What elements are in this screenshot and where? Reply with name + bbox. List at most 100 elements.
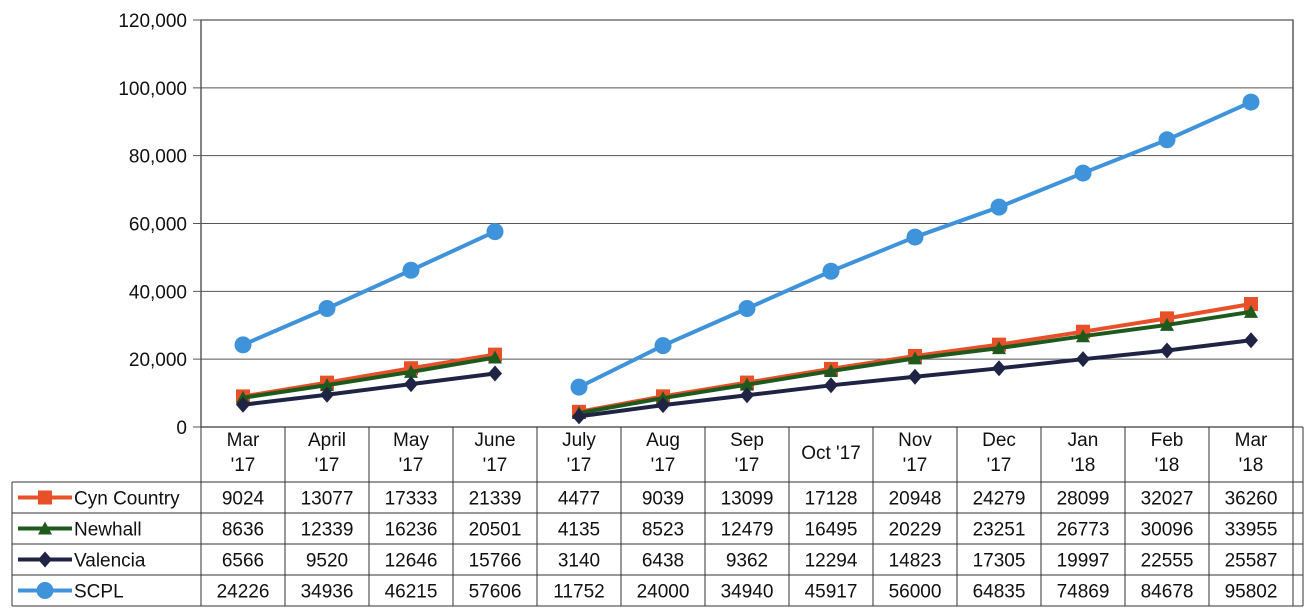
- x-category-label: April: [308, 430, 346, 451]
- table-cell-value: 8523: [642, 520, 684, 541]
- data-point-valencia: [320, 386, 334, 403]
- x-category-label: Aug: [646, 430, 680, 451]
- table-cell-value: 45917: [805, 582, 858, 603]
- data-point-valencia: [656, 397, 670, 414]
- data-point-scpl: [1074, 164, 1092, 182]
- x-category-label: Jan: [1068, 430, 1099, 451]
- data-point-scpl: [234, 336, 252, 354]
- table-cell-value: 30096: [1141, 520, 1194, 541]
- table-cell-value: 17305: [973, 551, 1026, 572]
- table-cell-value: 57606: [469, 582, 522, 603]
- data-point-valencia: [488, 365, 502, 382]
- data-point-newhall: [488, 350, 502, 364]
- x-category-label: July: [562, 430, 596, 451]
- table-cell-value: 32027: [1141, 489, 1194, 510]
- data-point-scpl: [822, 262, 840, 280]
- y-tick-label: 60,000: [129, 215, 187, 236]
- y-tick-label: 120,000: [118, 11, 187, 32]
- data-point-scpl: [318, 300, 336, 318]
- data-point-scpl: [1158, 131, 1176, 149]
- table-cell-value: 34936: [301, 582, 354, 603]
- x-category-label: Mar: [1235, 430, 1268, 451]
- data-point-valencia: [404, 376, 418, 393]
- table-cell-value: 26773: [1057, 520, 1110, 541]
- x-category-label-year: '17: [399, 455, 424, 476]
- data-point-scpl: [486, 223, 504, 241]
- table-cell-value: 9362: [726, 551, 768, 572]
- table-cell-value: 23251: [973, 520, 1026, 541]
- table-cell-value: 13099: [721, 489, 774, 510]
- data-point-valencia: [824, 377, 838, 394]
- legend-label-valencia: Valencia: [74, 551, 146, 572]
- table-cell-value: 17128: [805, 489, 858, 510]
- table-cell-value: 6566: [222, 551, 264, 572]
- x-category-label: Nov: [898, 430, 932, 451]
- x-category-label-year: '17: [735, 455, 760, 476]
- data-point-newhall: [404, 364, 418, 378]
- x-category-label-year: '17: [231, 455, 256, 476]
- legend-label-newhall: Newhall: [74, 520, 142, 541]
- table-cell-value: 24226: [217, 582, 270, 603]
- x-category-label-year: '17: [567, 455, 592, 476]
- legend-key-marker-scpl: [36, 582, 54, 599]
- table-cell-value: 21339: [469, 489, 522, 510]
- legend-key-marker-valencia: [38, 551, 52, 568]
- x-category-label-year: '17: [483, 455, 508, 476]
- x-category-label: Sep: [730, 430, 764, 451]
- table-cell-value: 24000: [637, 582, 690, 603]
- legend-key-marker-newhall: [38, 521, 52, 535]
- table-cell-value: 16236: [385, 520, 438, 541]
- table-cell-value: 15766: [469, 551, 522, 572]
- table-cell-value: 13077: [301, 489, 354, 510]
- x-category-label: Feb: [1151, 430, 1184, 451]
- data-point-newhall: [1244, 304, 1258, 318]
- table-cell-value: 20501: [469, 520, 522, 541]
- table-cell-value: 9039: [642, 489, 684, 510]
- data-point-valencia: [1244, 332, 1258, 349]
- x-category-label: June: [474, 430, 515, 451]
- x-category-label: Oct '17: [801, 443, 861, 464]
- data-point-scpl: [738, 299, 756, 317]
- table-cell-value: 95802: [1225, 582, 1278, 603]
- table-cell-value: 20229: [889, 520, 942, 541]
- data-point-newhall: [992, 341, 1006, 355]
- table-cell-value: 4477: [558, 489, 600, 510]
- data-point-valencia: [740, 387, 754, 404]
- data-point-valencia: [992, 360, 1006, 377]
- table-cell-value: 36260: [1225, 489, 1278, 510]
- table-cell-value: 46215: [385, 582, 438, 603]
- series-line-valencia: [242, 371, 496, 407]
- x-category-label-year: '17: [315, 455, 340, 476]
- data-point-cyn-country: [1244, 297, 1258, 312]
- table-cell-value: 3140: [558, 551, 600, 572]
- series-line-scpl: [242, 229, 496, 347]
- data-point-newhall: [1076, 329, 1090, 343]
- data-point-newhall: [908, 351, 922, 365]
- data-point-newhall: [740, 377, 754, 391]
- data-point-valencia: [908, 368, 922, 385]
- gridlines: [193, 19, 1294, 428]
- data-point-scpl: [570, 378, 588, 396]
- table-cell-value: 9024: [222, 489, 265, 510]
- table-cell-value: 25587: [1225, 551, 1278, 572]
- data-point-scpl: [402, 261, 420, 279]
- series-line-newhall: [242, 355, 496, 400]
- table-cell-value: 11752: [553, 582, 604, 603]
- table-cell-value: 74869: [1057, 582, 1110, 603]
- data-point-newhall: [320, 378, 334, 392]
- data-point-newhall: [1160, 317, 1174, 331]
- table-cell-value: 12294: [805, 551, 858, 572]
- table-cell-value: 4135: [558, 520, 600, 541]
- series-lines: [234, 93, 1260, 425]
- table-cell-value: 12479: [721, 520, 774, 541]
- x-category-label: May: [393, 430, 429, 451]
- y-tick-label: 0: [176, 418, 187, 439]
- table-cell-value: 20948: [889, 489, 942, 510]
- data-point-valencia: [236, 396, 250, 413]
- y-tick-label: 80,000: [129, 147, 187, 168]
- x-category-label-year: '18: [1239, 455, 1264, 476]
- x-category-label: Mar: [227, 430, 260, 451]
- table-cell-value: 6438: [642, 551, 684, 572]
- table-cell-value: 19997: [1057, 551, 1110, 572]
